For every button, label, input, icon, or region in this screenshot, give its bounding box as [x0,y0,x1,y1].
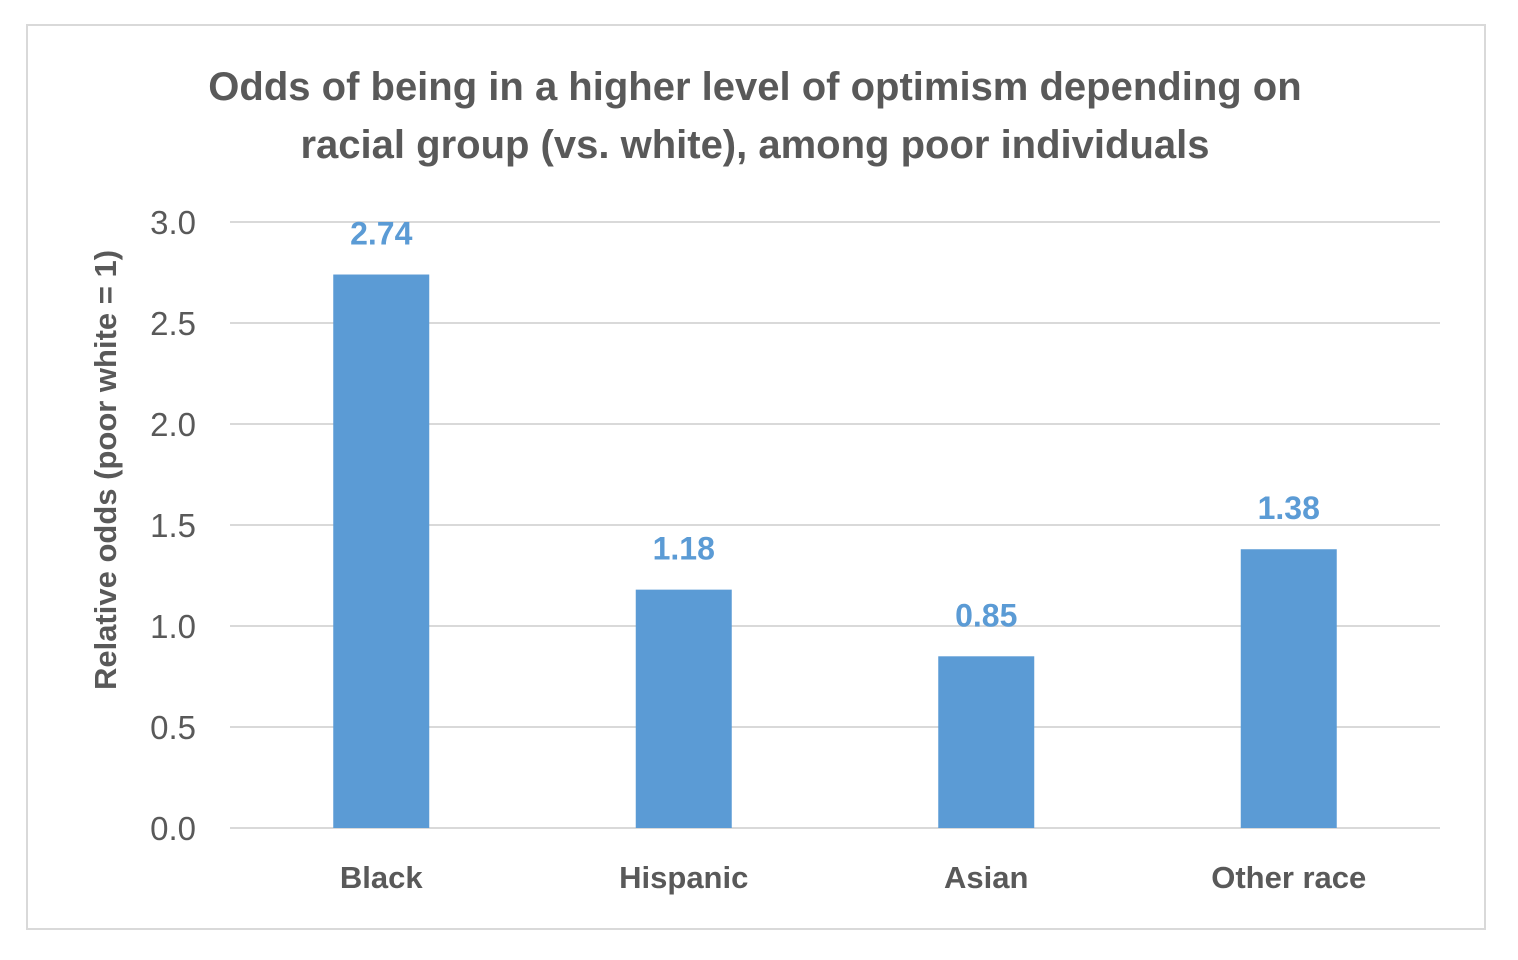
chart-title: Odds of being in a higher level of optim… [208,65,1301,167]
chart-title-line-1: Odds of being in a higher level of optim… [208,65,1301,109]
gridlines [230,221,1440,829]
category-label: Hispanic [619,860,748,895]
y-tick-label: 1.5 [150,507,196,544]
data-label: 1.18 [653,531,715,567]
bar-black [333,274,430,828]
y-axis-ticks: 0.0 0.5 1.0 1.5 2.0 2.5 3.0 [150,204,196,847]
y-tick-label: 1.0 [150,608,196,645]
y-tick-label: 2.0 [150,406,196,443]
y-tick-label: 0.0 [150,810,196,847]
data-label: 2.74 [350,216,412,252]
y-tick-label: 2.5 [150,305,196,342]
bars [333,274,1337,828]
data-labels: 2.74 1.18 0.85 1.38 [350,216,1320,634]
category-label: Asian [944,860,1028,895]
bar-other-race [1240,549,1337,828]
category-label: Black [340,860,423,895]
y-axis-title: Relative odds (poor white = 1) [88,250,123,690]
data-label: 0.85 [955,597,1017,633]
data-label: 1.38 [1258,490,1320,526]
chart-title-line-2: racial group (vs. white), among poor ind… [300,123,1209,167]
category-label: Other race [1211,860,1366,895]
bar-asian [938,656,1035,828]
y-tick-label: 3.0 [150,204,196,241]
x-axis-categories: Black Hispanic Asian Other race [340,860,1366,895]
bar-hispanic [635,589,732,828]
y-tick-label: 0.5 [150,709,196,746]
